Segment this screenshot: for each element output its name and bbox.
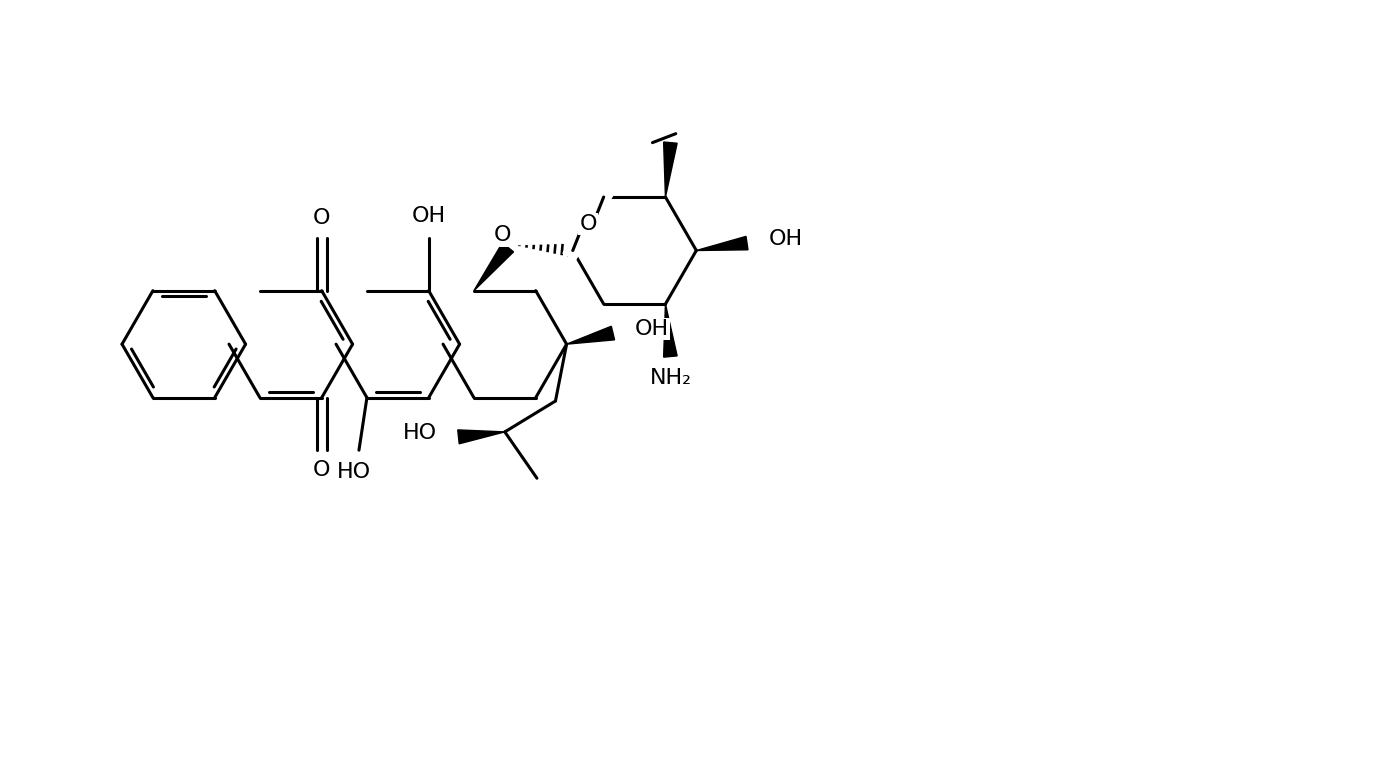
Text: O: O [495,225,511,246]
Polygon shape [566,326,615,344]
Text: O: O [313,460,331,480]
Text: HO: HO [402,423,437,443]
Text: NH₂: NH₂ [649,368,692,389]
Polygon shape [664,142,677,197]
Polygon shape [664,304,677,357]
Text: OH: OH [412,206,445,226]
Polygon shape [474,243,514,291]
Text: HO: HO [336,462,371,482]
Polygon shape [457,430,504,443]
Text: O: O [313,208,331,228]
Text: O: O [580,213,597,234]
Polygon shape [696,236,748,250]
Text: OH: OH [635,319,668,339]
Text: OH: OH [769,229,803,249]
